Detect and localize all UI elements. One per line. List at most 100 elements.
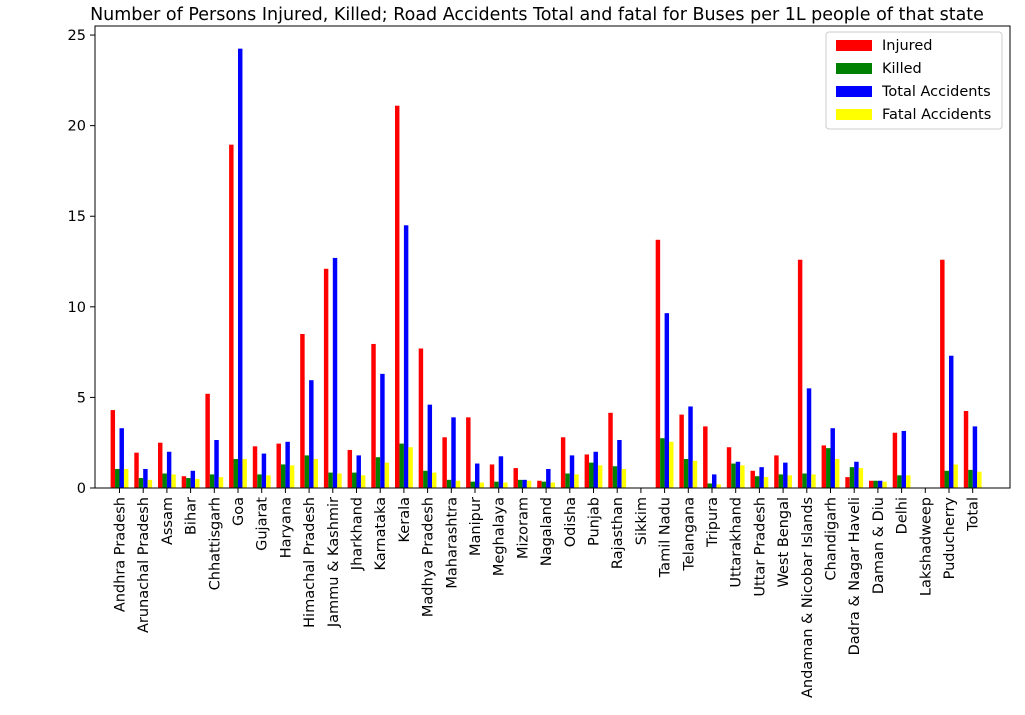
bar-total-accidents-9 bbox=[332, 257, 338, 488]
y-tick-label-1: 5 bbox=[77, 390, 86, 406]
legend-swatch-injured bbox=[836, 40, 872, 51]
bar-total-accidents-35 bbox=[949, 355, 954, 488]
x-tick-label-33: Delhi bbox=[895, 497, 911, 534]
bar-total-accidents-23 bbox=[664, 313, 670, 488]
bar-total-accidents-3 bbox=[190, 470, 196, 488]
legend-swatch-killed bbox=[836, 63, 872, 74]
bar-killed-4 bbox=[209, 474, 215, 488]
bar-total-accidents-8 bbox=[309, 380, 314, 488]
legend-swatch-fatal-accidents bbox=[836, 109, 872, 120]
bar-fatal-accidents-23 bbox=[669, 441, 674, 488]
bar-killed-32 bbox=[873, 480, 878, 488]
bar-killed-25 bbox=[707, 483, 712, 488]
bar-fatal-accidents-25 bbox=[716, 484, 721, 488]
legend-swatch-total-accidents bbox=[836, 86, 872, 97]
bar-total-accidents-12 bbox=[403, 225, 409, 489]
bar-killed-13 bbox=[423, 470, 428, 488]
x-tick-label-2: Assam bbox=[160, 497, 176, 545]
bar-fatal-accidents-3 bbox=[195, 478, 200, 488]
bars-group bbox=[110, 48, 982, 489]
x-tick-label-9: Jammu & Kashmir bbox=[326, 497, 342, 628]
bar-total-accidents-11 bbox=[380, 373, 385, 488]
legend: Injured Killed Total Accidents Fatal Accide… bbox=[825, 31, 1003, 130]
x-axis: Andhra Pradesh Arunachal Pradesh Assam Biha… bbox=[113, 488, 982, 698]
x-tick-label-6: Gujarat bbox=[255, 497, 271, 551]
x-tick-label-36: Total bbox=[966, 497, 982, 532]
x-tick-label-26: Uttarakhand bbox=[729, 497, 745, 588]
bar-fatal-accidents-0 bbox=[123, 468, 129, 488]
bar-total-accidents-33 bbox=[901, 430, 907, 488]
bar-total-accidents-30 bbox=[830, 428, 835, 488]
x-tick-label-27: Uttar Pradesh bbox=[752, 497, 768, 597]
x-tick-label-18: Nagaland bbox=[539, 497, 555, 566]
bar-fatal-accidents-30 bbox=[834, 459, 840, 488]
bar-total-accidents-18 bbox=[546, 468, 551, 488]
bar-killed-0 bbox=[115, 468, 120, 488]
bar-total-accidents-7 bbox=[285, 441, 290, 488]
bar-injured-9 bbox=[323, 268, 329, 488]
bar-fatal-accidents-10 bbox=[360, 475, 366, 488]
bar-injured-27 bbox=[750, 470, 755, 488]
bar-injured-19 bbox=[560, 437, 566, 488]
bar-fatal-accidents-12 bbox=[408, 447, 413, 488]
bar-fatal-accidents-35 bbox=[953, 464, 958, 488]
bar-killed-19 bbox=[565, 473, 570, 488]
bar-killed-36 bbox=[968, 469, 973, 488]
bar-fatal-accidents-14 bbox=[455, 480, 461, 488]
x-tick-label-29: Andaman & Nicobar Islands bbox=[800, 497, 816, 698]
bar-injured-14 bbox=[442, 437, 447, 488]
bar-total-accidents-6 bbox=[261, 453, 267, 488]
bar-total-accidents-31 bbox=[854, 461, 859, 488]
legend-label-killed: Killed bbox=[882, 61, 922, 77]
bar-fatal-accidents-28 bbox=[787, 475, 792, 488]
bar-injured-3 bbox=[181, 476, 187, 488]
y-tick-label-0: 0 bbox=[77, 481, 86, 497]
x-tick-label-30: Chandigarh bbox=[824, 497, 840, 581]
x-tick-label-20: Punjab bbox=[587, 497, 603, 546]
bar-total-accidents-13 bbox=[427, 404, 433, 488]
y-tick-label-4: 20 bbox=[68, 119, 86, 135]
x-tick-label-25: Tripura bbox=[705, 497, 721, 548]
bar-injured-10 bbox=[347, 449, 353, 488]
x-tick-label-34: Lakshadweep bbox=[918, 497, 934, 596]
bar-fatal-accidents-6 bbox=[266, 475, 271, 488]
bar-fatal-accidents-15 bbox=[479, 482, 484, 488]
bar-fatal-accidents-17 bbox=[526, 480, 532, 488]
bar-injured-26 bbox=[726, 447, 732, 488]
bar-total-accidents-15 bbox=[475, 463, 480, 488]
bar-killed-18 bbox=[541, 481, 547, 488]
bar-total-accidents-25 bbox=[712, 474, 717, 488]
bar-total-accidents-32 bbox=[877, 480, 883, 488]
x-tick-label-4: Chhattisgarh bbox=[207, 497, 223, 590]
bar-total-accidents-29 bbox=[806, 388, 812, 488]
bar-fatal-accidents-18 bbox=[550, 482, 555, 488]
bar-fatal-accidents-5 bbox=[242, 459, 247, 488]
bar-injured-29 bbox=[797, 259, 803, 488]
bar-injured-35 bbox=[940, 259, 945, 488]
bar-fatal-accidents-9 bbox=[337, 473, 342, 488]
bar-fatal-accidents-11 bbox=[384, 462, 390, 488]
bar-killed-8 bbox=[304, 455, 310, 488]
x-tick-label-13: Madhya Pradesh bbox=[421, 497, 437, 617]
bar-injured-18 bbox=[537, 480, 542, 488]
bar-killed-28 bbox=[778, 474, 784, 488]
bar-injured-15 bbox=[466, 417, 471, 488]
x-tick-label-35: Puducherry bbox=[942, 497, 958, 580]
bar-total-accidents-14 bbox=[451, 417, 456, 488]
bar-killed-26 bbox=[731, 463, 736, 488]
x-tick-label-14: Maharashtra bbox=[444, 497, 460, 589]
bar-killed-1 bbox=[138, 478, 144, 488]
bar-killed-29 bbox=[802, 473, 807, 488]
bar-total-accidents-21 bbox=[617, 439, 622, 488]
bar-killed-12 bbox=[399, 443, 404, 488]
bar-fatal-accidents-19 bbox=[574, 474, 579, 488]
bar-fatal-accidents-1 bbox=[147, 479, 153, 488]
bar-killed-35 bbox=[944, 470, 949, 488]
bar-killed-17 bbox=[517, 479, 523, 488]
bar-fatal-accidents-13 bbox=[432, 472, 437, 488]
x-tick-label-0: Andhra Pradesh bbox=[113, 497, 129, 612]
bar-fatal-accidents-4 bbox=[218, 477, 224, 488]
legend-label-injured: Injured bbox=[882, 38, 932, 54]
bar-injured-5 bbox=[229, 144, 234, 489]
y-tick-label-3: 15 bbox=[68, 209, 86, 225]
